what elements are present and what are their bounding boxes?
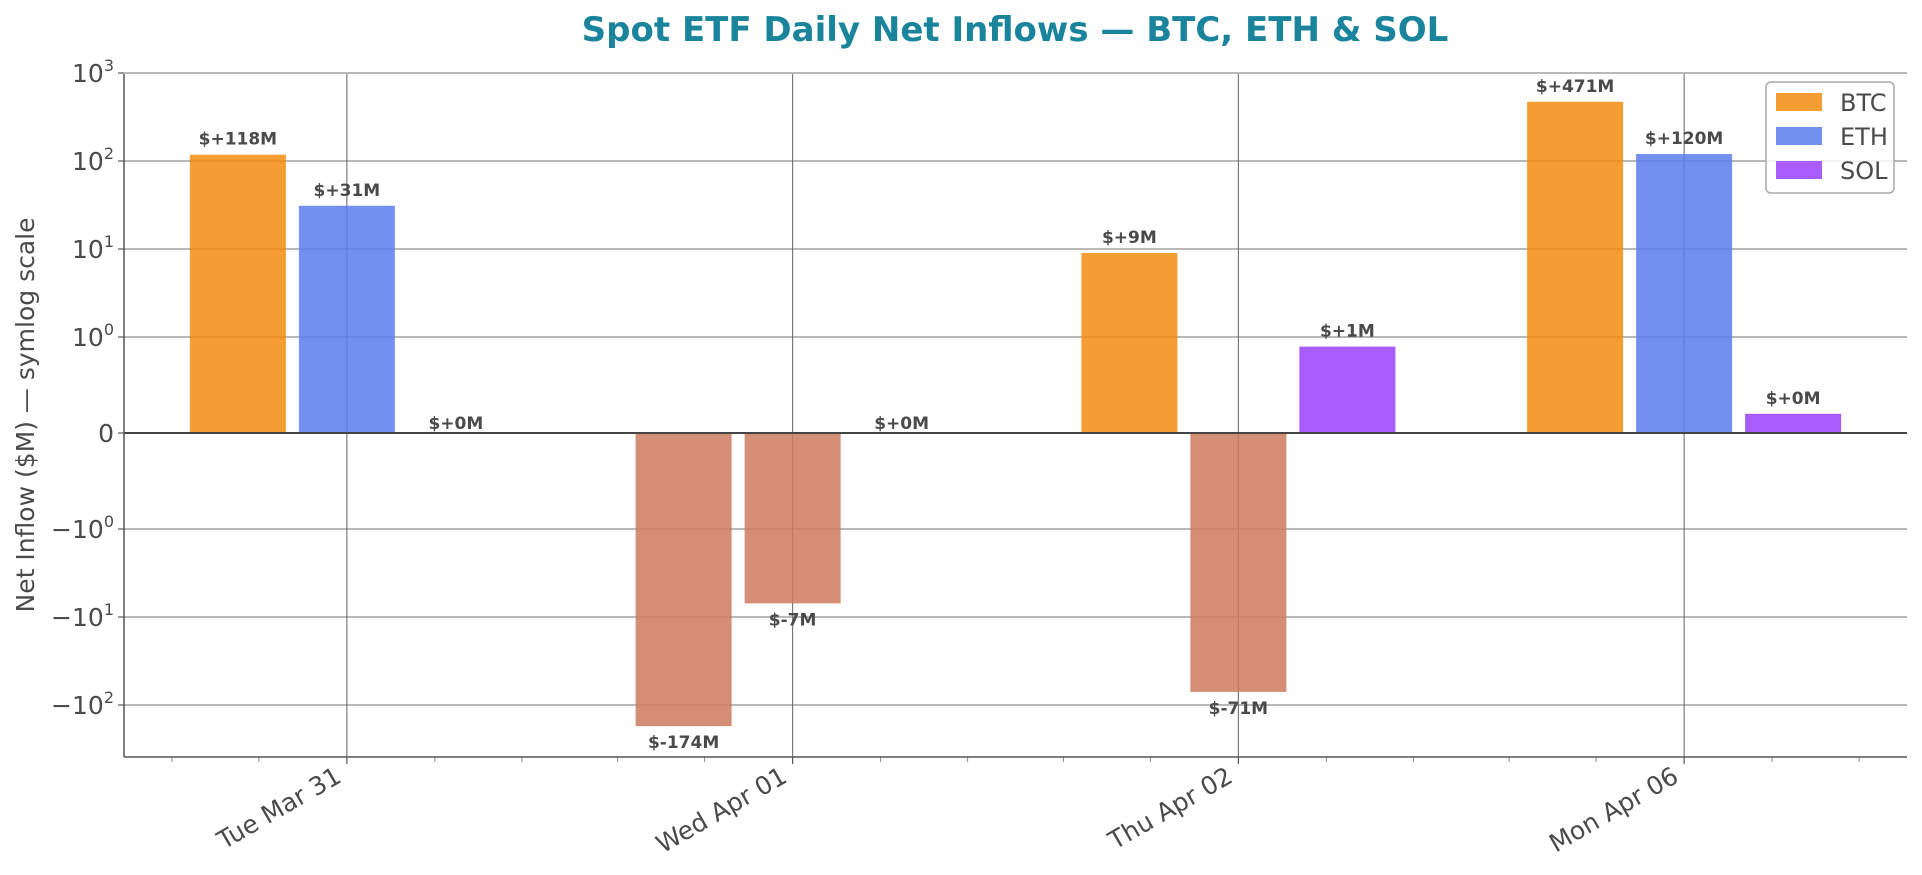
data-label: $+31M xyxy=(314,181,381,201)
legend-swatch-sol xyxy=(1776,161,1822,179)
x-tick-label: Wed Apr 01 xyxy=(651,761,791,859)
legend-label-eth: ETH xyxy=(1840,123,1888,151)
y-tick-label: 100 xyxy=(72,320,114,352)
bar-btc[interactable] xyxy=(635,433,732,727)
data-label: $-7M xyxy=(769,610,817,630)
bar-btc[interactable] xyxy=(1527,101,1624,433)
legend-swatch-btc xyxy=(1776,93,1822,111)
bar-btc[interactable] xyxy=(1081,253,1178,433)
data-label: $+471M xyxy=(1536,77,1614,97)
legend-items: BTC ETH SOL xyxy=(1776,89,1888,185)
data-label: $-174M xyxy=(648,733,719,753)
data-label: $+0M xyxy=(874,414,929,434)
bar-eth[interactable] xyxy=(298,205,395,433)
legend-swatch-eth xyxy=(1776,127,1822,145)
axis-layer: 103 102 101 100 0 −100 −101 −102 Tue Mar 31 Wed A… xyxy=(51,56,1907,859)
x-tick-label: Thu Apr 02 xyxy=(1103,761,1238,856)
y-tick-label: 0 xyxy=(98,419,114,448)
y-tick-label: −101 xyxy=(51,600,114,632)
y-tick-label: 101 xyxy=(72,232,114,264)
x-tick-label: Tue Mar 31 xyxy=(211,761,346,855)
legend[interactable]: BTC ETH SOL xyxy=(1765,81,1895,194)
data-label: $+0M xyxy=(1766,389,1821,409)
data-label: $+0M xyxy=(428,414,483,434)
y-tick-label: −100 xyxy=(51,512,114,544)
bar-eth[interactable] xyxy=(1190,433,1287,692)
bar-layer xyxy=(189,101,1842,727)
legend-label-btc: BTC xyxy=(1840,89,1886,117)
data-label-layer: $+118M $-174M $+9M $+471M $+31M $-7M $-71M $+12… xyxy=(199,77,1821,753)
chart-title: Spot ETF Daily Net Inflows — BTC, ETH & … xyxy=(582,10,1449,50)
legend-label-sol: SOL xyxy=(1840,157,1888,185)
bar-sol[interactable] xyxy=(1299,346,1396,433)
data-label: $+9M xyxy=(1102,228,1157,248)
bar-btc[interactable] xyxy=(189,154,286,433)
bar-eth[interactable] xyxy=(1636,154,1733,433)
bar-eth[interactable] xyxy=(744,433,841,604)
y-tick-label: 102 xyxy=(72,144,114,176)
data-label: $+1M xyxy=(1320,322,1375,342)
data-label: $-71M xyxy=(1209,699,1268,719)
bar-sol[interactable] xyxy=(1745,413,1842,433)
x-tick-label: Mon Apr 06 xyxy=(1544,761,1683,858)
data-label: $+118M xyxy=(199,130,277,150)
data-label: $+120M xyxy=(1645,129,1723,149)
y-tick-label: −102 xyxy=(51,688,114,720)
y-axis-title: Net Inflow ($M) — symlog scale xyxy=(11,217,40,612)
y-tick-label: 103 xyxy=(72,56,114,88)
